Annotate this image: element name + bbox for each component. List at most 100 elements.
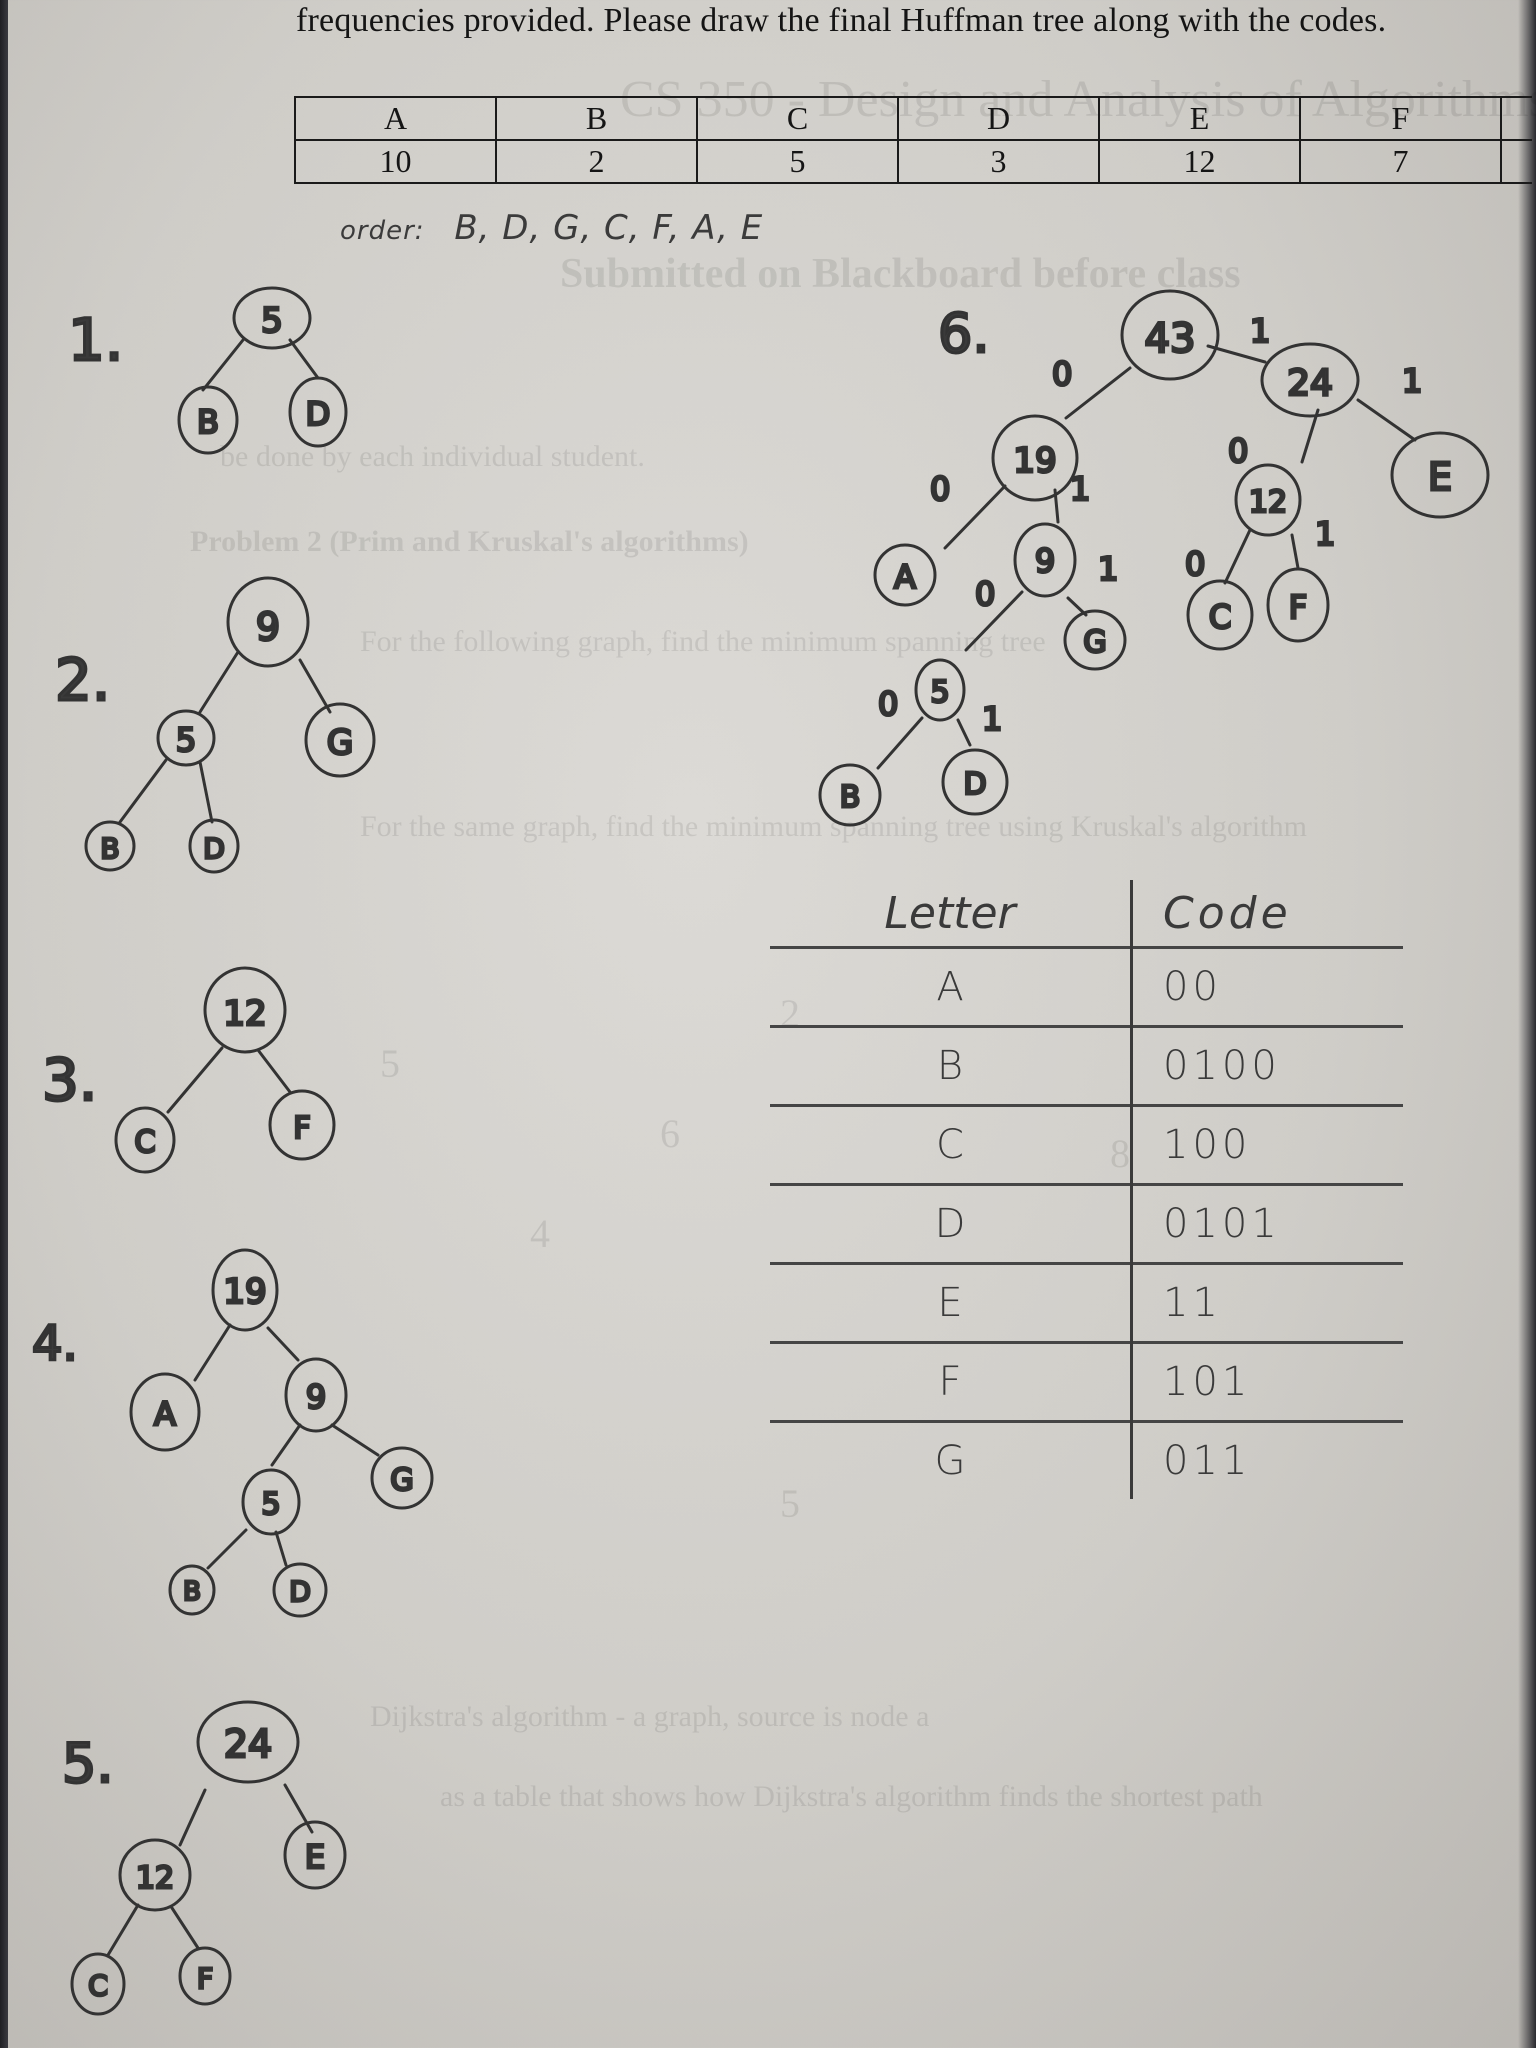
frequency-counts-row: 10 2 5 3 12 7 [294,139,1532,184]
tree-node [1266,567,1330,643]
node-label: B [840,780,861,815]
step-number: 1. [68,306,123,374]
node-label: 9 [306,1378,326,1416]
code-row: C 100 [770,1105,1403,1185]
tree-node [1013,522,1077,598]
freq-letter: A [294,96,497,141]
node-label: 9 [256,605,280,649]
node-label: D [306,395,331,433]
tree-edge [266,1326,300,1362]
edge-bit: 0 [878,685,898,723]
tree-edge [274,1530,288,1567]
tree-node [129,1372,201,1452]
tree-node [818,763,882,827]
code-letter: F [770,1342,1133,1422]
tree-edge [298,658,332,714]
code-value: 011 [1163,1438,1252,1484]
node-label: 12 [223,994,266,1034]
tree-node [211,1248,279,1332]
tree-node [114,1106,176,1174]
node-label: 24 [224,1722,272,1766]
edge-bit: 1 [1250,312,1270,350]
tree-node [873,543,937,607]
step-number: 5. [62,1732,114,1795]
node-label: B [197,403,219,441]
tree-edge [956,718,972,747]
node-label: A [894,558,916,596]
tree-node [268,1089,336,1161]
freq-letter: C [696,96,899,141]
node-label: B [183,1577,201,1607]
tree-node [178,1946,232,2006]
tree-edge [288,338,320,380]
letter-header: Letter [770,880,1133,948]
tree-node [941,748,1009,816]
code-value: 0101 [1163,1201,1281,1247]
node-label: 24 [1287,363,1333,404]
node-label: 5 [930,675,949,710]
tree-node [1260,342,1360,418]
bleed-graph-weight: 4 [530,1211,550,1256]
step-number: 2. [55,646,110,714]
tree-node [196,1700,300,1784]
edge-bit: 0 [1052,355,1072,393]
tree-node [168,1564,216,1616]
step-number: 4. [32,1316,78,1372]
code-value: 00 [1163,964,1222,1010]
tree-node [1390,431,1490,519]
edge-bit: 1 [1315,515,1335,553]
freq-count: 7 [1299,139,1502,184]
code-row: D 0101 [770,1184,1403,1264]
code-letter: A [770,947,1133,1027]
code-letter: D [770,1184,1133,1264]
edge-bit: 1 [1070,470,1090,508]
code-letter: G [770,1421,1133,1499]
tree-edge [1356,398,1417,442]
edge-bit: 1 [1402,362,1422,400]
step-number: 3. [42,1046,97,1114]
tree-edge [198,760,214,824]
tree-edge [178,1788,207,1847]
bleed-subtitle: Submitted on Blackboard before class [560,251,1241,297]
freq-letter: D [897,96,1100,141]
node-label: 12 [136,1861,174,1896]
code-letter: C [770,1105,1133,1185]
bleed-line-6: as a table that shows how Dijkstra's alg… [440,1780,1263,1813]
order-sequence: B, D, G, C, F, A, E [454,208,764,248]
tree-edge [943,484,1007,550]
bleed-line-2: Problem 2 (Prim and Kruskal's algorithms… [190,525,749,558]
code-row: G 011 [770,1421,1403,1499]
freq-cell-cutoff [1500,139,1532,184]
freq-letter: E [1098,96,1301,141]
tree-node [241,1468,301,1536]
edge-bit: 0 [930,470,950,508]
tree-edge [1290,533,1300,570]
node-label: G [327,723,353,763]
tree-node [118,1838,192,1912]
tree-node [70,1952,126,2016]
edge-bit: 1 [1098,550,1118,588]
tree-node [272,1562,328,1618]
tree-edge [1223,528,1252,585]
tree-node [991,414,1079,502]
tree-edge [330,1423,380,1457]
tree-node [370,1446,434,1510]
merge-order: order: B, D, G, C, F, A, E [340,208,763,248]
tree-node [232,286,312,350]
code-value: 0100 [1163,1043,1281,1089]
node-label: 19 [1013,441,1056,481]
node-label: E [305,1838,325,1876]
tree-edge [106,1903,140,1957]
frequency-table: A B C D E F 10 2 5 3 12 7 [294,96,1532,184]
tree-node [1120,289,1220,381]
tree-node [1234,463,1302,537]
tree-edge [166,1046,224,1114]
edge-bit: 1 [982,700,1002,738]
code-letter: B [770,1026,1133,1106]
freq-cell-cutoff [1500,96,1532,141]
tree-edge [1206,344,1267,364]
node-label: F [197,1962,213,1995]
freq-count: 2 [495,139,698,184]
tree-node [188,818,240,874]
